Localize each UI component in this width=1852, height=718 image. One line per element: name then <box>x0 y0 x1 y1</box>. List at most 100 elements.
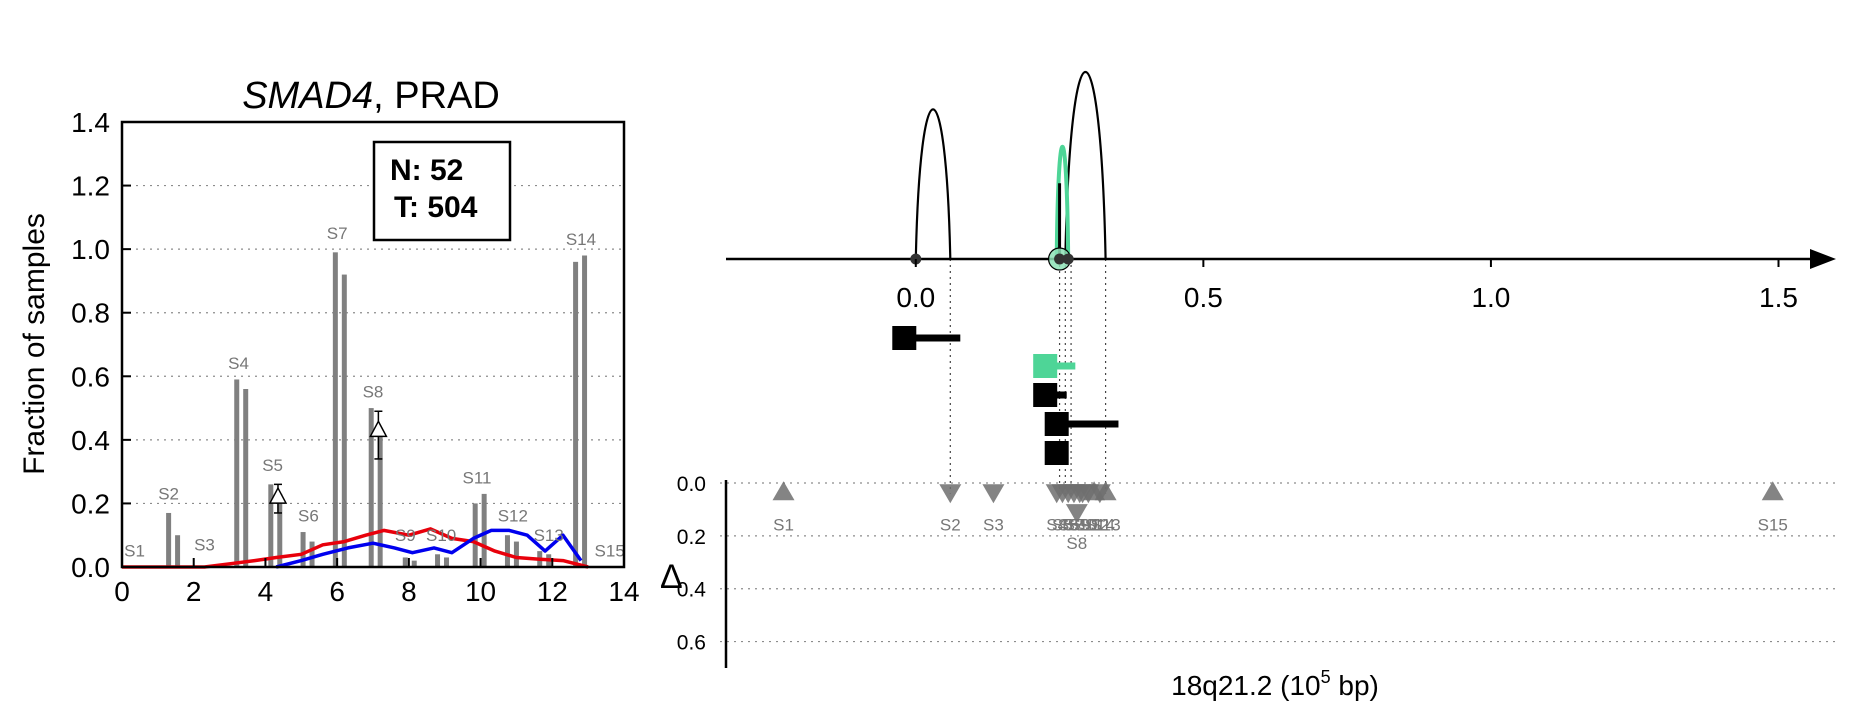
left-y-tick-label: 0.4 <box>71 425 110 456</box>
isoform-block <box>1033 354 1058 378</box>
right-chart-guide-lines <box>949 259 1107 494</box>
right-chart-delta-label: Δ <box>660 558 683 596</box>
sample-marker-label: S5 <box>1052 516 1073 535</box>
left-chart-bar-labels: S1 S2 S3 S4 S5 S6 S7 S8 S9 S10 S11 S12 S13 S14 S15 <box>124 224 625 561</box>
left-bar <box>368 408 374 567</box>
junction-arc <box>1064 70 1107 260</box>
sample-marker-triangle-icon <box>1065 504 1088 524</box>
sample-marker-label: S11 <box>1074 516 1103 535</box>
right-chart-x-axis-label-main: 18q21.2 (10 <box>1171 670 1320 701</box>
left-y-tick-label: 1.0 <box>71 234 110 265</box>
right-x-tick-label: 0.0 <box>896 282 935 313</box>
left-bar <box>277 493 283 567</box>
left-chart-legend-box <box>372 140 512 242</box>
sample-marker-label: S14 <box>1085 516 1115 535</box>
right-x-tick-label: 1.0 <box>1471 282 1510 313</box>
left-y-tick-label: 1.4 <box>71 107 110 138</box>
left-chart-x-ticks: 0 2 4 6 8 10 12 14 <box>114 558 640 607</box>
left-bar <box>411 560 417 567</box>
isoform-bar <box>914 334 961 342</box>
left-bar-label: S2 <box>158 484 179 503</box>
sample-marker-label: S15 <box>1758 516 1788 535</box>
delta-y-tick-label: 0.6 <box>677 632 706 655</box>
legend-normal-count: N: 52 <box>390 154 463 187</box>
left-bar <box>243 389 249 567</box>
left-bar <box>402 557 408 567</box>
left-bar <box>234 379 240 567</box>
right-chart-delta-y-ticks: 0.0 0.2 0.4 0.6 <box>677 473 707 655</box>
left-bar <box>309 541 315 567</box>
left-x-tick-label: 12 <box>537 576 568 607</box>
delta-y-tick-label: 0.4 <box>677 579 707 602</box>
isoform-bar <box>1055 391 1067 399</box>
sample-marker-triangle-icon <box>982 484 1005 504</box>
left-x-tick-label: 10 <box>465 576 496 607</box>
sample-marker-label: S12 <box>1079 516 1109 535</box>
left-chart-frame <box>120 120 626 569</box>
left-y-tick-label: 0.0 <box>71 552 110 583</box>
left-chart-bars <box>166 252 588 568</box>
right-chart-x-axis-label: 18q21.2 (105 bp) <box>1171 667 1379 701</box>
left-chart-title-rest: , PRAD <box>373 75 500 117</box>
left-bar-label: S3 <box>194 535 215 554</box>
left-y-tick-label: 0.6 <box>71 361 110 392</box>
isoform-block <box>1033 383 1058 407</box>
right-chart: 0.0 0.5 1.0 1.5 Δ 0.0 0.2 0.4 0.6 S1 S2 S3 S4S5S6… <box>660 70 1836 701</box>
sample-marker-label: S3 <box>983 516 1004 535</box>
left-bar <box>444 557 450 567</box>
left-bar-label: S11 <box>462 469 491 488</box>
isoform-block <box>1044 412 1069 436</box>
left-chart-title: SMAD4, PRAD <box>242 75 500 117</box>
isoform-bar <box>1055 362 1076 370</box>
left-bar-label: S4 <box>228 354 249 373</box>
left-x-tick-label: 14 <box>608 576 639 607</box>
delta-y-tick-label: 0.0 <box>677 473 706 496</box>
sample-marker-label: S10 <box>1067 516 1097 535</box>
sample-marker-label: S4 <box>1046 516 1067 535</box>
left-chart-title-gene: SMAD4 <box>242 75 373 117</box>
sample-marker-label: S1 <box>773 516 794 535</box>
isoform-block <box>1044 441 1069 465</box>
splice-node <box>1062 253 1074 265</box>
right-chart-x-axis-label-end: bp) <box>1331 670 1379 701</box>
left-bar-label: S15 <box>595 542 625 561</box>
left-y-tick-label: 1.2 <box>71 171 110 202</box>
delta-triangle-icon <box>268 486 288 504</box>
right-chart-isoforms <box>892 326 1119 465</box>
left-y-tick-label: 0.2 <box>71 488 110 519</box>
left-bar <box>513 541 519 567</box>
left-bar-label: S1 <box>124 542 145 561</box>
left-chart-y-ticks: 0.0 0.2 0.4 0.6 0.8 1.0 1.2 1.4 <box>71 107 131 583</box>
junction-arc <box>1054 144 1071 260</box>
sample-marker-label: S7 <box>1064 516 1085 535</box>
sample-marker-triangle-icon <box>772 481 795 501</box>
left-bar-label: S8 <box>363 383 384 402</box>
left-bar-label: S7 <box>327 224 348 243</box>
left-chart-legend: N: 52 T: 504 <box>372 140 512 242</box>
splice-node <box>1054 253 1066 265</box>
left-chart-y-axis-label: Fraction of samples <box>18 213 51 475</box>
left-x-tick-label: 0 <box>114 576 130 607</box>
right-chart-axis-arrowhead <box>1810 249 1836 269</box>
sample-marker-label: S2 <box>940 516 961 535</box>
left-bar-label: S10 <box>426 526 456 545</box>
right-chart-delta-gridlines <box>720 482 1836 643</box>
right-chart-arcs <box>914 70 1107 260</box>
left-bar <box>300 532 306 567</box>
left-bar <box>582 255 588 567</box>
sample-marker-triangle-icon <box>1088 484 1111 504</box>
right-chart-x-axis-label-sup: 5 <box>1321 667 1331 687</box>
left-bar-label: S13 <box>534 526 564 545</box>
sample-marker-label: S13 <box>1090 516 1120 535</box>
left-chart-delta-markers <box>268 410 388 514</box>
junction-arc <box>914 108 952 260</box>
isoform-block <box>892 326 917 350</box>
left-x-tick-label: 2 <box>186 576 202 607</box>
left-bar <box>377 436 383 567</box>
right-chart-nodes <box>910 247 1074 271</box>
left-x-tick-label: 8 <box>401 576 417 607</box>
left-bar-label: S5 <box>262 456 283 475</box>
